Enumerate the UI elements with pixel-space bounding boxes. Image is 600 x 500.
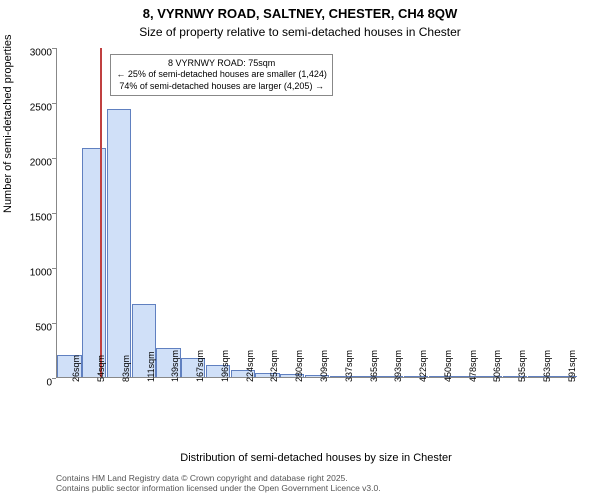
y-tick-label: 2000	[26, 158, 52, 169]
property-marker-line	[100, 48, 102, 377]
x-tick-label: 393sqm	[393, 350, 403, 382]
x-tick-label: 478sqm	[468, 350, 478, 382]
chart-area: Number of semi-detached properties 8 VYR…	[56, 48, 576, 408]
histogram-bar	[107, 109, 131, 377]
x-tick-label: 252sqm	[269, 350, 279, 382]
y-tick-mark	[52, 268, 56, 269]
x-tick-label: 26sqm	[71, 355, 81, 382]
y-tick-label: 1000	[26, 268, 52, 279]
y-tick-mark	[52, 158, 56, 159]
x-tick-label: 337sqm	[344, 350, 354, 382]
annotation-box: 8 VYRNWY ROAD: 75sqm ← 25% of semi-detac…	[110, 54, 333, 96]
footer-attribution: Contains HM Land Registry data © Crown c…	[56, 473, 381, 494]
x-tick-label: 83sqm	[121, 355, 131, 382]
x-tick-label: 563sqm	[542, 350, 552, 382]
chart-subtitle: Size of property relative to semi-detach…	[0, 23, 600, 43]
x-tick-label: 591sqm	[567, 350, 577, 382]
x-tick-label: 111sqm	[146, 351, 156, 382]
y-tick-label: 500	[26, 323, 52, 334]
x-tick-label: 535sqm	[517, 350, 527, 382]
x-tick-label: 167sqm	[195, 350, 205, 382]
x-tick-label: 365sqm	[369, 350, 379, 382]
histogram-bar	[82, 148, 106, 377]
y-tick-label: 1500	[26, 213, 52, 224]
y-tick-mark	[52, 323, 56, 324]
chart-title: 8, VYRNWY ROAD, SALTNEY, CHESTER, CH4 8Q…	[0, 0, 600, 23]
bars-layer	[57, 47, 577, 377]
y-tick-label: 3000	[26, 48, 52, 59]
y-tick-mark	[52, 213, 56, 214]
x-axis-label: Distribution of semi-detached houses by …	[56, 452, 576, 464]
x-tick-label: 196sqm	[220, 350, 230, 382]
annotation-line3: 74% of semi-detached houses are larger (…	[116, 81, 327, 92]
x-tick-label: 280sqm	[294, 350, 304, 382]
y-tick-mark	[52, 378, 56, 379]
x-tick-label: 506sqm	[492, 350, 502, 382]
footer-line2: Contains public sector information licen…	[56, 483, 381, 494]
x-tick-label: 224sqm	[245, 350, 255, 382]
chart-container: 8, VYRNWY ROAD, SALTNEY, CHESTER, CH4 8Q…	[0, 0, 600, 500]
y-tick-label: 2500	[26, 103, 52, 114]
y-tick-label: 0	[26, 378, 52, 389]
annotation-line1: 8 VYRNWY ROAD: 75sqm	[116, 58, 327, 69]
x-tick-label: 54sqm	[96, 355, 106, 382]
x-tick-label: 422sqm	[418, 350, 428, 382]
plot-area: 8 VYRNWY ROAD: 75sqm ← 25% of semi-detac…	[56, 48, 576, 378]
y-axis-label: Number of semi-detached properties	[2, 34, 14, 213]
x-tick-label: 139sqm	[170, 350, 180, 382]
y-tick-mark	[52, 48, 56, 49]
y-tick-mark	[52, 103, 56, 104]
footer-line1: Contains HM Land Registry data © Crown c…	[56, 473, 381, 484]
x-tick-label: 309sqm	[319, 350, 329, 382]
x-tick-label: 450sqm	[443, 350, 453, 382]
annotation-line2: ← 25% of semi-detached houses are smalle…	[116, 69, 327, 80]
